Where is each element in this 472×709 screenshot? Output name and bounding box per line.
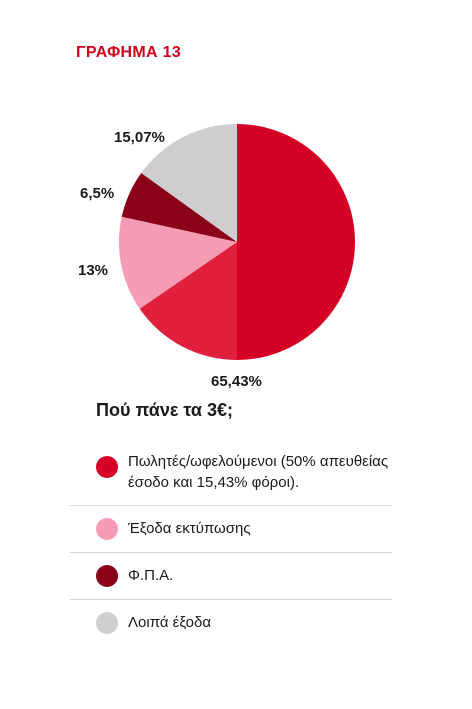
legend-item-vat: Φ.Π.Α. (70, 553, 392, 600)
legend-label-printing: Έξοδα εκτύπωσης (128, 520, 251, 537)
legend-swatch-printing (96, 518, 118, 540)
pie-chart: 15,07% 6,5% 13% 65,43% (78, 124, 355, 390)
legend-label-vat: Φ.Π.Α. (128, 567, 174, 584)
legend-item-other: Λοιπά έξοδα (70, 600, 392, 648)
pie-label-vat: 6,5% (80, 185, 114, 202)
legend-label-sellers: Πωλητές/ωφελούμενοι (50% απευθείας έσοδο… (128, 453, 389, 491)
pie-label-printing: 13% (78, 262, 108, 279)
legend-swatch-sellers (96, 456, 118, 478)
legend-swatch-vat (96, 565, 118, 587)
pie-slice-printing (119, 216, 237, 309)
pie-slice-sellers-direct (237, 124, 355, 360)
legend-swatch-other (96, 612, 118, 634)
question-heading: Πού πάνε τα 3€; (96, 400, 233, 420)
pie-label-other: 15,07% (114, 129, 165, 146)
pie-slice-sellers-taxes (139, 242, 237, 360)
chart-label: ΓΡΑΦΗΜΑ 13 (76, 44, 182, 61)
legend-item-sellers: Πωλητές/ωφελούμενοι (50% απευθείας έσοδο… (70, 440, 392, 506)
pie-label-sellers: 65,43% (211, 373, 262, 390)
pie-slice-vat (121, 173, 237, 242)
legend-label-other: Λοιπά έξοδα (128, 614, 212, 631)
legend-item-printing: Έξοδα εκτύπωσης (70, 506, 392, 553)
legend: Πωλητές/ωφελούμενοι (50% απευθείας έσοδο… (70, 440, 392, 648)
pie-slice-other (141, 124, 237, 242)
